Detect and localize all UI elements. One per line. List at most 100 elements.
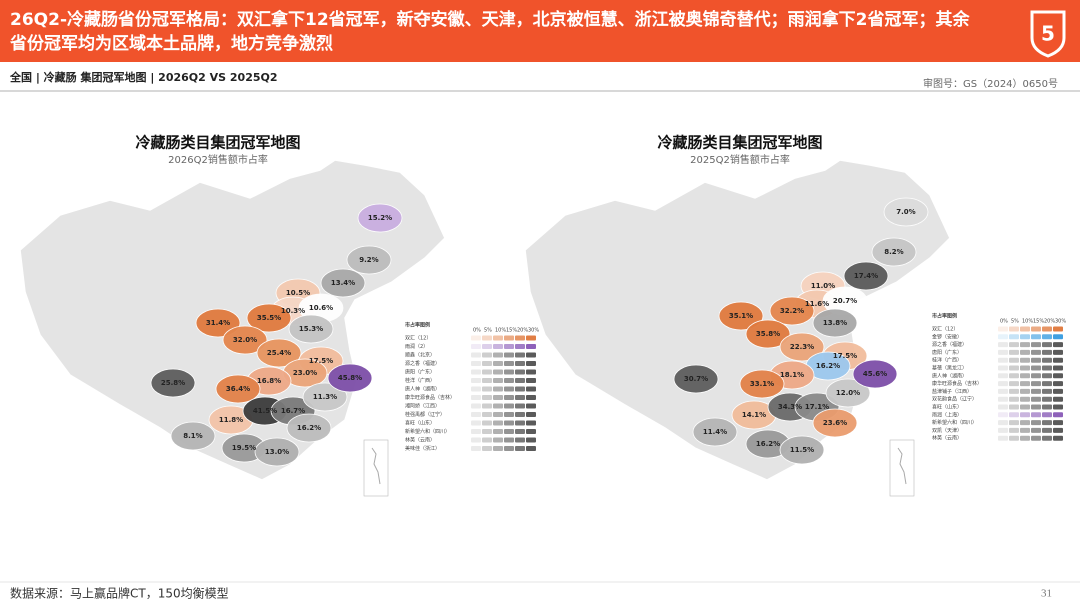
legend-swatch [1020, 404, 1030, 410]
province-share: 35.1% [729, 312, 753, 320]
legend-swatch [1009, 342, 1019, 348]
legend-swatch [998, 404, 1008, 410]
province-share: 17.4% [854, 272, 878, 280]
province-share: 45.6% [863, 370, 887, 378]
province-region [246, 303, 292, 333]
province-share: 11.5% [790, 446, 814, 454]
legend-item: 双花韵食品（辽宁） [932, 396, 977, 403]
legend-swatch [1031, 381, 1041, 387]
legend-swatch [482, 369, 492, 375]
legend-swatch [526, 352, 536, 358]
province-share: 10.3% [281, 307, 305, 315]
legend-swatch [471, 446, 481, 451]
legend-item: 双汇（12） [405, 335, 431, 342]
legend-swatch [493, 386, 503, 392]
legend-swatch [1031, 334, 1041, 340]
legend-swatch [1031, 435, 1041, 441]
legend-swatch [1020, 388, 1030, 394]
legend-swatch [526, 437, 536, 443]
legend-item: 唐人神（湖南） [932, 372, 967, 379]
header-title: 26Q2-冷藏肠省份冠军格局：双汇拿下12省冠军，新夺安徽、天津，北京被恒慧、浙… [10, 9, 970, 30]
legend-swatch [526, 344, 536, 349]
legend-swatch [493, 395, 503, 400]
legend-swatch [493, 437, 503, 443]
legend-swatch [1053, 381, 1063, 387]
svg-text:5: 5 [1041, 22, 1055, 46]
legend-swatch [1042, 373, 1052, 379]
legend-swatch [1042, 435, 1052, 441]
province-share: 35.5% [257, 314, 281, 322]
legend-item: 慕蓓（黑龙江） [932, 365, 967, 372]
header-title: 省份冠军均为区域本土品牌，地方竞争激烈 [9, 33, 333, 54]
legend-item: 林英（云南） [405, 437, 435, 444]
legend-swatch [1020, 373, 1030, 379]
legend-swatch [1042, 427, 1052, 433]
legend-item: 顺鑫（北京） [405, 352, 435, 359]
legend-item: 雨润（2） [405, 343, 428, 350]
legend-swatch [504, 420, 514, 426]
legend-swatch [515, 335, 525, 341]
legend-swatch [515, 437, 525, 443]
legend-swatch [471, 420, 481, 426]
map-title: 冷藏肠类目集团冠军地图 [657, 134, 822, 152]
legend-swatch [1009, 357, 1019, 363]
legend-swatch [1031, 357, 1041, 363]
map-subtitle: 2026Q2销售额市占率 [168, 153, 268, 166]
legend-swatch [1009, 373, 1019, 379]
legend-swatch [1053, 435, 1063, 441]
legend-swatch [471, 403, 481, 409]
legend-swatch [504, 412, 514, 417]
province-region [327, 363, 373, 393]
legend-swatch [1053, 365, 1063, 371]
legend-item: 双凯（天津） [932, 427, 962, 434]
legend-swatch [515, 369, 525, 375]
legend-scale-label: 30% [528, 328, 539, 334]
legend-swatch [526, 386, 536, 392]
island-shape [897, 447, 907, 485]
legend-swatch [471, 429, 481, 434]
map-panel: 15.2% 9.2% 13.4% 10.5% 10.3% 10.6% 15.3% 31.4% 3… [19, 134, 539, 497]
legend-swatch [998, 388, 1008, 394]
legend-item: 唐阳（广东） [405, 369, 435, 376]
legend-swatch [1042, 404, 1052, 410]
legend-item: 唐阳（广东） [932, 349, 962, 356]
province-share: 19.5% [232, 444, 256, 452]
legend-item: 源之香（福建） [405, 360, 440, 367]
legend-swatch [1042, 342, 1052, 348]
legend-swatch [504, 361, 514, 366]
province-share: 10.5% [286, 289, 310, 297]
legend-swatch [1009, 365, 1019, 371]
legend-item: 新希望六和（四川） [932, 419, 977, 426]
province-region [769, 296, 815, 326]
province-share: 11.6% [805, 300, 829, 308]
legend-scale-label: 0% [473, 328, 481, 334]
legend-swatch [1031, 420, 1041, 426]
province-share: 13.0% [265, 448, 289, 456]
legend-swatch [1053, 404, 1063, 410]
province-region [843, 261, 889, 291]
province-share: 23.0% [293, 369, 317, 377]
legend-swatch [1020, 342, 1030, 348]
province-share: 32.0% [233, 336, 257, 344]
legend-item: 双汇（12） [932, 326, 958, 333]
province-region [254, 437, 300, 467]
province-share: 9.2% [359, 256, 378, 264]
legend-swatch [1053, 427, 1063, 433]
province-share: 16.7% [281, 407, 305, 415]
legend-swatch [515, 446, 525, 451]
legend-swatch [998, 373, 1008, 379]
legend-swatch [1031, 326, 1041, 332]
legend-swatch [1042, 349, 1052, 355]
province-region [286, 413, 332, 443]
legend-swatch [1042, 357, 1052, 363]
province-share: 17.5% [309, 357, 333, 365]
legend-swatch [1020, 326, 1030, 332]
province-share: 22.3% [790, 343, 814, 351]
legend-swatch [1031, 342, 1041, 348]
legend-swatch [998, 349, 1008, 355]
legend-swatch [1009, 404, 1019, 410]
legend-swatch [526, 412, 536, 417]
province-region [357, 203, 403, 233]
legend-scale-label: 30% [1055, 319, 1066, 325]
